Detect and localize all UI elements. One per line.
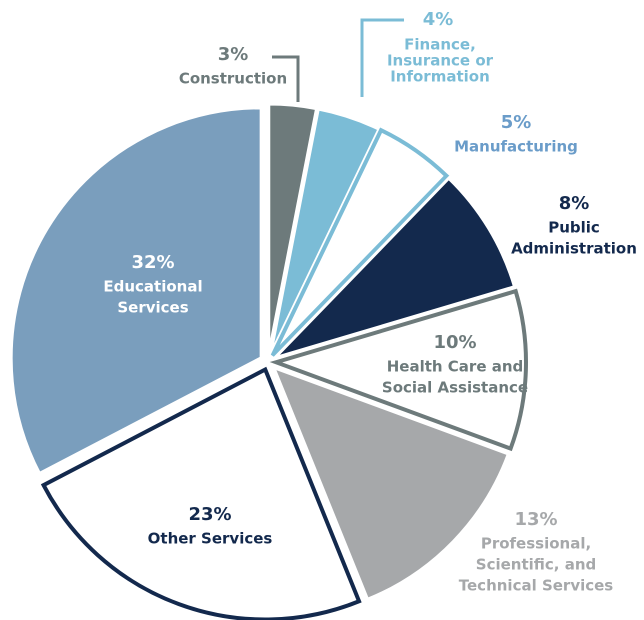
connector (272, 55, 300, 102)
category-label: Educational (103, 278, 202, 296)
value-label: 3% (218, 44, 249, 65)
value-label: 10% (433, 332, 476, 353)
slice (269, 288, 528, 452)
slice (269, 176, 517, 361)
category-label: Health Care and (387, 358, 524, 376)
category-label: Services (117, 299, 188, 317)
category-label: Professional, (481, 535, 591, 553)
slice (9, 106, 263, 476)
category-label: Construction (179, 70, 287, 88)
value-label: 4% (423, 9, 454, 30)
value-label: 23% (188, 504, 231, 525)
category-label: Information (390, 68, 490, 86)
slice (270, 127, 450, 357)
category-label: Other Services (148, 530, 273, 548)
category-label: Scientific, and (476, 556, 596, 574)
category-label: Finance, (404, 36, 476, 54)
category-label: Insurance or (387, 52, 494, 70)
value-label: 8% (559, 193, 590, 214)
slice (40, 366, 362, 620)
category-label: Public (548, 219, 600, 237)
category-label: Administration (511, 240, 637, 258)
slice (271, 364, 511, 602)
slice (269, 107, 381, 356)
value-label: 13% (514, 509, 557, 530)
slice (267, 102, 319, 355)
category-label: Technical Services (459, 577, 614, 595)
category-label: Social Assistance (382, 379, 528, 397)
value-label: 5% (501, 112, 532, 133)
value-label: 32% (131, 252, 174, 273)
connector (360, 18, 404, 97)
category-label: Manufacturing (454, 138, 578, 156)
